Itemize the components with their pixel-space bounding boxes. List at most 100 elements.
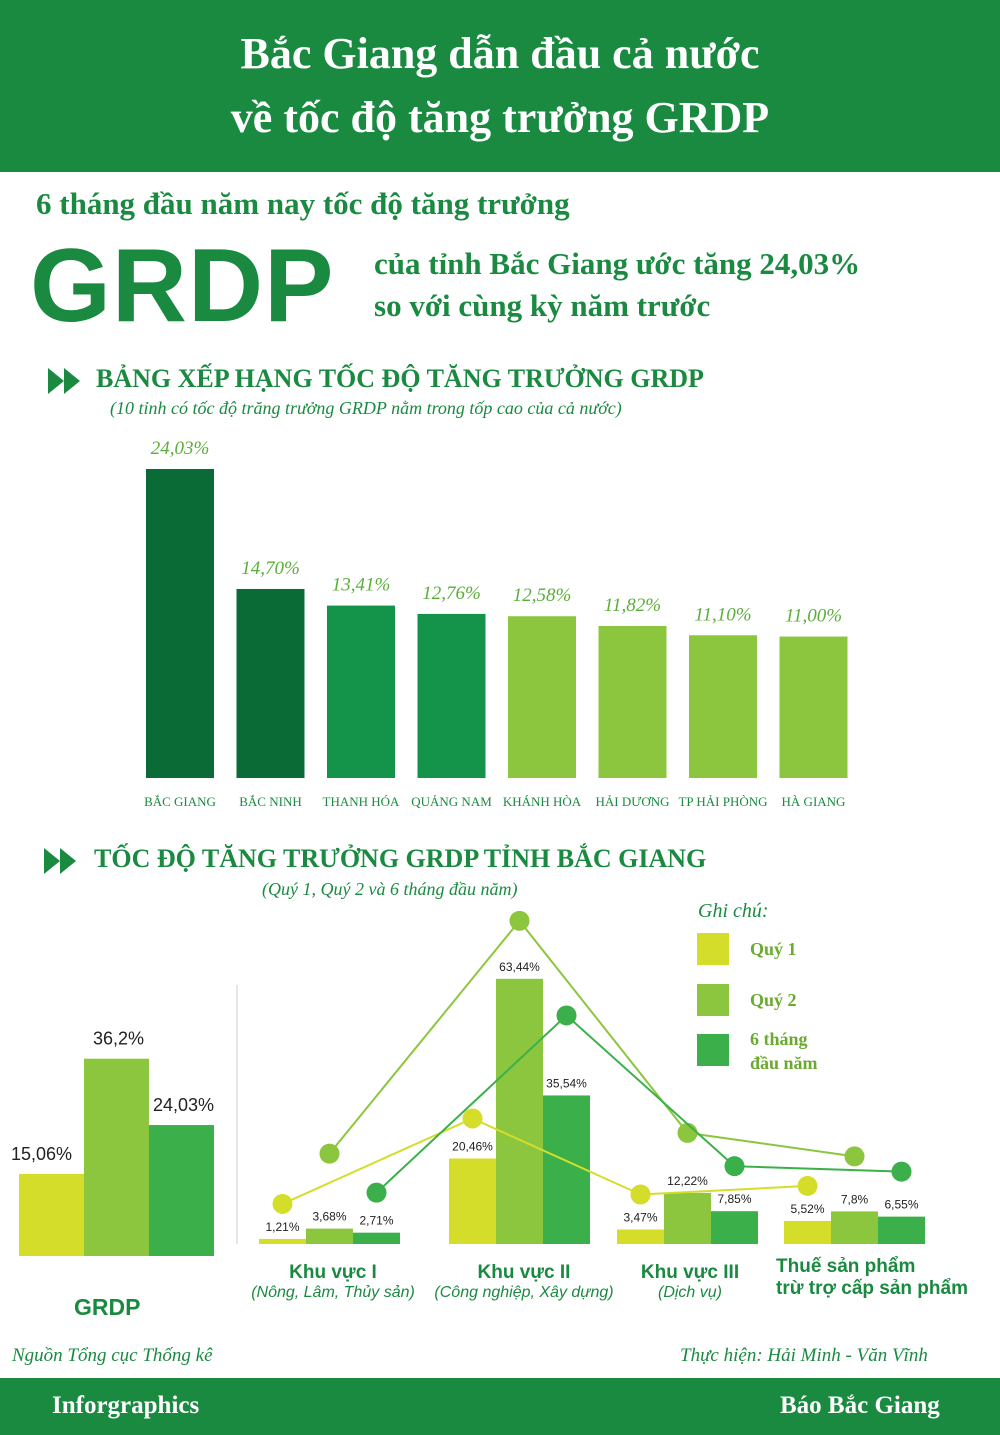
ranking-subtitle: (10 tỉnh có tốc độ trăng trưởng GRDP nằm…	[110, 398, 622, 418]
ranking-category-label: HẢI DƯƠNG	[596, 794, 670, 809]
series-dot	[366, 1182, 387, 1203]
legend-swatch-q2	[697, 984, 729, 1016]
ranking-category-label: KHÁNH HÒA	[503, 794, 582, 809]
category-name: Khu vực III	[640, 1262, 740, 1283]
series-line	[375, 1014, 902, 1194]
grdp-value-label: 15,06%	[11, 1144, 72, 1164]
series-dot	[630, 1184, 651, 1205]
ranking-category-label: HÀ GIANG	[782, 794, 846, 809]
author-credit: Thực hiện: Hải Minh - Văn Vĩnh	[680, 1345, 928, 1366]
intro-text-line2: của tỉnh Bắc Giang ước tăng 24,03%	[374, 246, 861, 281]
sector-value-label: 20,46%	[452, 1139, 493, 1153]
series-dot	[509, 910, 530, 931]
ranking-bar	[689, 635, 757, 778]
series-dot	[844, 1146, 865, 1167]
sector-bar	[664, 1192, 711, 1244]
ranking-bar	[779, 636, 848, 778]
ranking-category-label: TP HẢI PHÒNG	[678, 794, 767, 809]
sector-bar	[711, 1211, 758, 1244]
sector-bar	[496, 978, 543, 1244]
category-label-tax: Thuế sản phẩm trừ trợ cấp sản phẩm	[776, 1256, 992, 1300]
ranking-value-label: 11,00%	[785, 606, 842, 627]
legend-label-6m-line2: đầu năm	[750, 1053, 818, 1073]
sector-bar	[617, 1229, 664, 1244]
grdp-bar	[19, 1173, 84, 1256]
category-name-line1: Thuế sản phẩm	[776, 1256, 916, 1277]
series-dot	[319, 1143, 340, 1164]
sector-value-label: 12,22%	[667, 1174, 708, 1188]
source-credit: Nguồn Tổng cục Thống kê	[12, 1345, 213, 1366]
sector-value-label: 2,71%	[359, 1214, 393, 1228]
ranking-bar	[236, 588, 305, 778]
footer-left-label: Inforgraphics	[52, 1392, 200, 1419]
ranking-chart: 24,03% BẮC GIANG 14,70% BẮC NINH 13,41% THANH…	[144, 438, 848, 809]
sector-value-label: 3,68%	[312, 1210, 346, 1224]
sector-bar	[449, 1158, 496, 1244]
sector-bar	[543, 1095, 590, 1244]
ranking-value-label: 13,41%	[332, 575, 391, 596]
ranking-category-label: BẮC NINH	[239, 794, 301, 809]
footer-right-label: Báo Bắc Giang	[780, 1392, 940, 1419]
sector-bar	[306, 1228, 353, 1244]
ranking-value-label: 11,10%	[694, 604, 751, 625]
ranking-value-label: 24,03%	[151, 438, 210, 459]
series-dot	[724, 1156, 745, 1177]
series-dot	[797, 1175, 818, 1196]
double-arrow-icon	[48, 368, 80, 394]
ranking-bar	[508, 616, 576, 778]
ranking-bar	[417, 613, 486, 778]
category-label-kv1: Khu vực I (Nông, Lâm, Thủy sản)	[238, 1262, 428, 1302]
legend-label-q1: Quý 1	[750, 939, 797, 959]
legend-swatch-q1	[697, 933, 729, 965]
ranking-title: BẢNG XẾP HẠNG TỐC ĐỘ TĂNG TRƯỞNG GRDP	[96, 364, 704, 393]
sector-bar	[353, 1232, 400, 1244]
series-dot	[462, 1108, 483, 1129]
grdp-value-label: 24,03%	[153, 1095, 214, 1115]
sector-bar	[831, 1211, 878, 1244]
legend-label-q2: Quý 2	[750, 990, 797, 1010]
legend-label-6m-line1: 6 tháng	[750, 1029, 808, 1049]
grdp-value-label: 36,2%	[93, 1029, 144, 1049]
category-label-kv2: Khu vực II (Công nghiệp, Xây dựng)	[424, 1262, 624, 1302]
grdp-chart-label: GRDP	[74, 1294, 141, 1320]
sector-bar	[784, 1220, 831, 1244]
intro-grdp-big: GRDP	[30, 228, 335, 344]
ranking-value-label: 12,58%	[513, 585, 572, 606]
sector-bar	[259, 1238, 306, 1244]
growth-title: TỐC ĐỘ TĂNG TRƯỞNG GRDP TỈNH BẮC GIANG	[94, 844, 707, 873]
category-name: Khu vực II	[477, 1262, 571, 1283]
grdp-bar	[149, 1125, 214, 1256]
ranking-bar	[327, 605, 395, 778]
page-title-line2: về tốc độ tăng trưởng GRDP	[230, 93, 770, 142]
sector-value-label: 6,55%	[884, 1198, 918, 1212]
series-line	[282, 1117, 808, 1205]
ranking-value-label: 12,76%	[422, 583, 481, 604]
legend-swatch-6m	[697, 1034, 729, 1066]
series-dot	[556, 1005, 577, 1026]
page-title-line1: Bắc Giang dẫn đầu cả nước	[240, 29, 760, 78]
sector-value-label: 35,54%	[546, 1076, 587, 1090]
intro-text-line3: so với cùng kỳ năm trước	[374, 288, 711, 323]
category-name: Khu vực I	[289, 1262, 377, 1283]
header-banner: Bắc Giang dẫn đầu cả nước về tốc độ tăng…	[0, 0, 1000, 172]
growth-subtitle: (Quý 1, Quý 2 và 6 tháng đầu năm)	[262, 879, 518, 899]
series-dot	[677, 1122, 698, 1143]
series-dot	[891, 1161, 912, 1182]
ranking-value-label: 11,82%	[604, 595, 661, 616]
series-dot	[272, 1193, 293, 1214]
category-sub: (Nông, Lâm, Thủy sản)	[251, 1284, 415, 1301]
sector-bar	[878, 1216, 925, 1244]
ranking-category-label: BẮC GIANG	[144, 794, 216, 809]
sector-value-label: 5,52%	[790, 1202, 824, 1216]
grdp-bar	[84, 1058, 149, 1256]
ranking-category-label: QUẢNG NAM	[411, 794, 492, 809]
sector-value-label: 1,21%	[265, 1220, 299, 1234]
category-name-line2: trừ trợ cấp sản phẩm	[776, 1278, 968, 1299]
sector-value-label: 63,44%	[499, 960, 540, 974]
ranking-value-label: 14,70%	[241, 558, 300, 579]
sector-value-label: 7,8%	[841, 1192, 869, 1206]
intro-text-line1: 6 tháng đầu năm nay tốc độ tăng trưởng	[36, 186, 570, 221]
ranking-bar	[598, 626, 667, 778]
ranking-category-label: THANH HÓA	[323, 794, 401, 809]
category-label-kv3: Khu vực III (Dịch vụ)	[620, 1262, 760, 1302]
